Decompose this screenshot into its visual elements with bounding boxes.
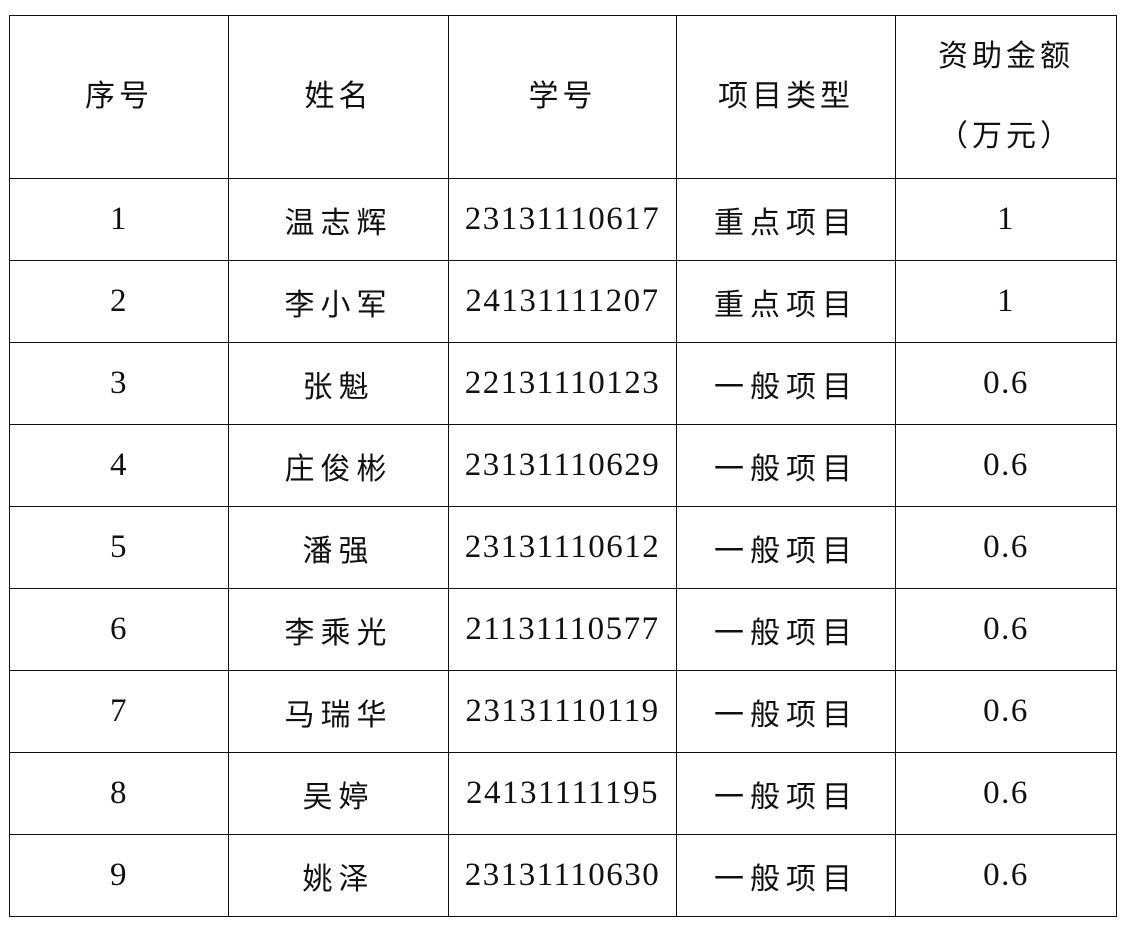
table-row: 6 李乘光 21131110577 一般项目 0.6 [9, 588, 1117, 671]
header-no: 序号 [9, 15, 229, 179]
cell-student-id: 24131111195 [448, 752, 677, 835]
table-row: 2 李小军 24131111207 重点项目 1 [9, 260, 1117, 343]
header-amount-line1: 资助金额 [938, 39, 1074, 74]
cell-project-type: 重点项目 [676, 260, 896, 343]
cell-amount: 0.6 [895, 670, 1117, 753]
cell-amount: 0.6 [895, 342, 1117, 425]
funding-table: 序号 姓名 学号 项目类型 资助金额 （万元） 1 温志辉 23131110617 重… [9, 15, 1117, 917]
cell-no: 7 [9, 670, 229, 753]
cell-amount: 0.6 [895, 588, 1117, 671]
cell-no: 3 [9, 342, 229, 425]
cell-student-id: 23131110119 [448, 670, 677, 753]
table-row: 9 姚泽 23131110630 一般项目 0.6 [9, 834, 1117, 917]
cell-no: 8 [9, 752, 229, 835]
cell-amount: 1 [895, 178, 1117, 261]
cell-amount: 1 [895, 260, 1117, 343]
cell-project-type: 一般项目 [676, 752, 896, 835]
cell-amount: 0.6 [895, 752, 1117, 835]
cell-amount: 0.6 [895, 834, 1117, 917]
cell-no: 5 [9, 506, 229, 589]
cell-project-type: 一般项目 [676, 670, 896, 753]
cell-student-id: 24131111207 [448, 260, 677, 343]
header-name: 姓名 [228, 15, 449, 179]
cell-project-type: 一般项目 [676, 834, 896, 917]
cell-name: 姚泽 [228, 834, 449, 917]
cell-name: 李小军 [228, 260, 449, 343]
cell-student-id: 21131110577 [448, 588, 677, 671]
table-row: 5 潘强 23131110612 一般项目 0.6 [9, 506, 1117, 589]
cell-amount: 0.6 [895, 424, 1117, 507]
header-amount-line2: （万元） [938, 119, 1074, 154]
header-student-id: 学号 [448, 15, 677, 179]
cell-name: 吴婷 [228, 752, 449, 835]
cell-no: 2 [9, 260, 229, 343]
cell-project-type: 一般项目 [676, 588, 896, 671]
header-amount: 资助金额 （万元） [895, 15, 1117, 179]
cell-name: 李乘光 [228, 588, 449, 671]
cell-no: 9 [9, 834, 229, 917]
table-row: 1 温志辉 23131110617 重点项目 1 [9, 178, 1117, 261]
cell-student-id: 22131110123 [448, 342, 677, 425]
header-row: 序号 姓名 学号 项目类型 资助金额 （万元） [9, 15, 1117, 179]
cell-student-id: 23131110612 [448, 506, 677, 589]
cell-no: 4 [9, 424, 229, 507]
cell-amount: 0.6 [895, 506, 1117, 589]
table-row: 7 马瑞华 23131110119 一般项目 0.6 [9, 670, 1117, 753]
cell-student-id: 23131110617 [448, 178, 677, 261]
table-row: 8 吴婷 24131111195 一般项目 0.6 [9, 752, 1117, 835]
cell-name: 庄俊彬 [228, 424, 449, 507]
header-project-type: 项目类型 [676, 15, 896, 179]
cell-no: 6 [9, 588, 229, 671]
cell-student-id: 23131110630 [448, 834, 677, 917]
cell-project-type: 重点项目 [676, 178, 896, 261]
cell-student-id: 23131110629 [448, 424, 677, 507]
cell-name: 潘强 [228, 506, 449, 589]
cell-name: 马瑞华 [228, 670, 449, 753]
cell-project-type: 一般项目 [676, 342, 896, 425]
cell-project-type: 一般项目 [676, 506, 896, 589]
cell-no: 1 [9, 178, 229, 261]
cell-name: 张魁 [228, 342, 449, 425]
cell-project-type: 一般项目 [676, 424, 896, 507]
table-row: 4 庄俊彬 23131110629 一般项目 0.6 [9, 424, 1117, 507]
table-row: 3 张魁 22131110123 一般项目 0.6 [9, 342, 1117, 425]
cell-name: 温志辉 [228, 178, 449, 261]
